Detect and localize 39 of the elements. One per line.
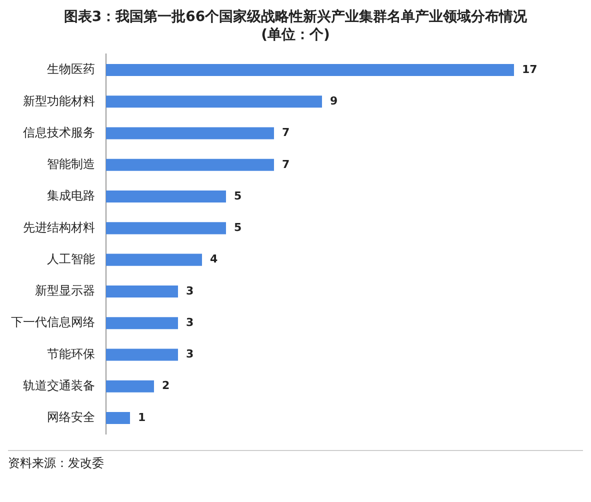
chart-title: 图表3：我国第一批66个国家级战略性新兴产业集群名单产业领域分布情况	[62, 8, 528, 26]
y-tick-label: 节能环保	[47, 346, 95, 361]
bar	[106, 348, 178, 361]
data-label: 17	[522, 62, 538, 76]
bar	[106, 317, 178, 330]
text: 资料来源：发改委	[8, 455, 105, 472]
bar	[106, 127, 274, 140]
bar	[106, 158, 274, 171]
data-label: 3	[186, 348, 194, 361]
y-tick-label: 新型显示器	[35, 284, 95, 298]
bar	[106, 412, 130, 424]
data-label: 7	[282, 158, 290, 171]
data-label: 3	[186, 316, 194, 329]
y-tick-label: 新型功能材料	[23, 94, 95, 108]
y-tick-label: 人工智能	[47, 252, 95, 266]
y-tick-label: 生物医药	[47, 62, 95, 76]
bar	[106, 222, 226, 234]
y-tick-label: 智能制造	[47, 157, 95, 172]
y-tick-label: 下一代信息网络	[11, 315, 95, 330]
bar	[106, 380, 154, 392]
bar	[106, 190, 226, 203]
bar	[106, 285, 178, 298]
y-tick-label: 集成电路	[47, 188, 95, 203]
y-tick-label: 信息技术服务	[23, 125, 95, 140]
y-tick-label: 先进结构材料	[23, 220, 95, 234]
bar	[106, 64, 514, 76]
data-label: 5	[234, 189, 242, 202]
data-label: 7	[282, 126, 290, 140]
bar	[106, 96, 322, 108]
y-tick-label: 网络安全	[47, 410, 95, 424]
data-label: 3	[186, 284, 194, 298]
chart-subtitle: (单位：个)	[260, 26, 331, 44]
y-tick-label: 轨道交通装备	[23, 378, 95, 392]
data-label: 9	[330, 94, 338, 108]
bar	[106, 254, 202, 266]
data-label: 2	[162, 379, 170, 392]
data-label: 4	[210, 252, 218, 266]
data-label: 1	[138, 410, 146, 424]
data-label: 5	[234, 221, 242, 234]
